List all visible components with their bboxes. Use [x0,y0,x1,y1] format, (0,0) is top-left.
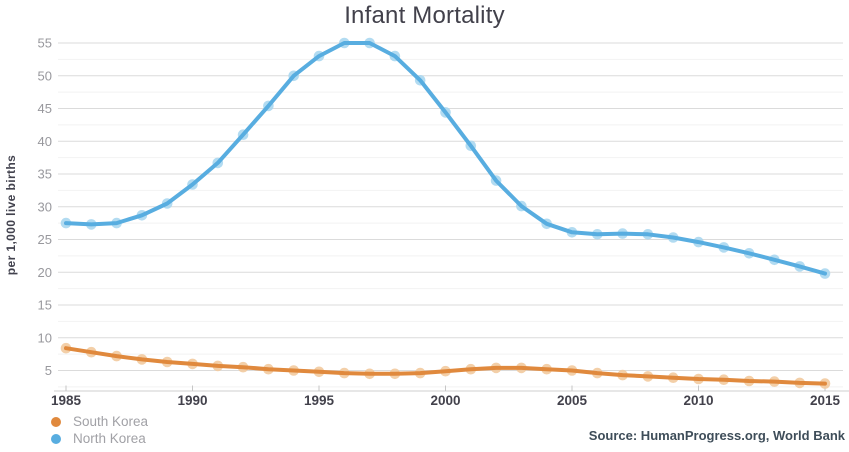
y-tick-label: 50 [38,68,52,83]
y-tick-label: 35 [38,167,52,182]
y-tick-label: 30 [38,199,52,214]
y-tick-label: 45 [38,101,52,116]
series-south-korea [60,342,831,389]
legend-item-south-korea[interactable]: South Korea [49,413,148,430]
series-north-korea [60,37,831,279]
y-tick-label: 5 [45,363,52,378]
x-tick-label: 2000 [430,393,460,408]
y-tick-label: 20 [38,265,52,280]
x-tick-label: 1990 [177,393,207,408]
chart-title: Infant Mortality [344,2,505,29]
legend-label-north-korea: North Korea [73,431,146,446]
x-tick-label: 2010 [683,393,713,408]
x-tick-label: 2015 [810,393,841,408]
north-korea-series-dot-icon [51,433,61,444]
source-note: Source: HumanProgress.org, World Bank [588,428,845,443]
x-tick-label: 1985 [51,393,82,408]
series-line-south-korea [64,346,827,386]
y-tick-label: 40 [38,134,52,149]
y-tick-label: 10 [38,330,52,345]
series-line-north-korea [64,41,827,276]
y-tick-label: 15 [38,298,52,313]
legend-label-south-korea: South Korea [73,414,149,429]
legend: South Korea North Korea [49,413,148,447]
y-tick-label: 55 [38,36,52,51]
x-tick-label: 1995 [304,393,335,408]
y-tick-label: 25 [38,232,52,247]
legend-item-north-korea[interactable]: North Korea [49,430,148,447]
x-tick-label: 2005 [557,393,588,408]
south-korea-series-dot-icon [51,416,61,427]
